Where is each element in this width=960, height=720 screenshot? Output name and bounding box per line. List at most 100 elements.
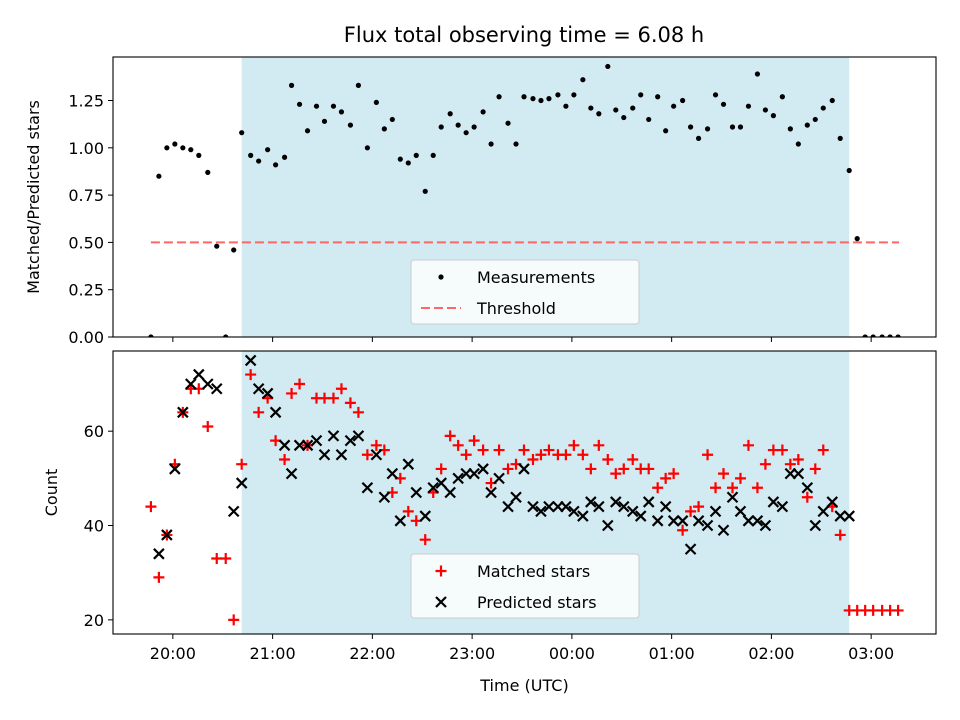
y-tick-label: 60 bbox=[84, 422, 104, 441]
measurement-point bbox=[521, 94, 527, 100]
predicted-point bbox=[543, 500, 555, 513]
predicted-point bbox=[759, 519, 772, 532]
predicted-point bbox=[378, 491, 391, 503]
y-tick-label: 1.25 bbox=[68, 92, 104, 111]
measurement-point bbox=[720, 101, 727, 107]
predicted-point bbox=[185, 378, 197, 390]
predicted-point bbox=[193, 368, 205, 381]
predicted-point bbox=[626, 505, 639, 518]
predicted-point bbox=[709, 505, 722, 518]
axes-frame bbox=[112, 350, 937, 635]
predicted-point bbox=[510, 491, 522, 503]
predicted-point bbox=[477, 463, 489, 475]
predicted-point bbox=[201, 378, 214, 390]
matched-point bbox=[344, 397, 356, 409]
predicted-point bbox=[177, 406, 189, 419]
measurement-point bbox=[288, 82, 295, 88]
measurement-point bbox=[638, 92, 644, 98]
matched-point bbox=[568, 439, 580, 451]
matched-point bbox=[627, 453, 639, 465]
matched-point bbox=[602, 453, 614, 465]
measurement-point bbox=[596, 111, 602, 117]
matched-point bbox=[236, 458, 248, 470]
matched-point bbox=[618, 463, 630, 475]
measurement-point bbox=[355, 82, 362, 88]
measurement-point bbox=[837, 135, 843, 141]
legend-box bbox=[410, 553, 640, 619]
measurement-point bbox=[795, 141, 801, 147]
matched-point bbox=[535, 449, 547, 461]
data-layer bbox=[148, 63, 901, 337]
measurement-point bbox=[762, 107, 769, 113]
predicted-point bbox=[502, 500, 514, 513]
measurement-point bbox=[854, 236, 860, 242]
predicted-point bbox=[261, 387, 274, 400]
matched-point bbox=[370, 439, 382, 451]
predicted-point bbox=[767, 496, 780, 508]
measurement-point bbox=[265, 147, 271, 153]
predicted-point bbox=[717, 524, 730, 537]
predicted-point bbox=[252, 382, 265, 395]
y-tick-label: 40 bbox=[84, 517, 104, 536]
chart-title: Flux total observing time = 6.08 h bbox=[344, 23, 704, 47]
matched-point bbox=[668, 468, 680, 480]
matched-point bbox=[560, 449, 572, 461]
matched-point bbox=[677, 524, 689, 536]
predicted-point bbox=[734, 505, 747, 518]
axes-frame bbox=[112, 56, 937, 338]
measurement-point bbox=[895, 334, 901, 337]
measurement-point bbox=[463, 130, 469, 136]
measurement-point bbox=[862, 334, 868, 337]
measurement-point bbox=[347, 122, 354, 128]
measurement-point bbox=[397, 156, 403, 162]
matched-point bbox=[742, 439, 754, 451]
matched-point bbox=[518, 444, 530, 456]
predicted-point bbox=[843, 510, 855, 522]
measurement-point bbox=[438, 124, 444, 130]
matched-point bbox=[543, 444, 555, 456]
predicted-point bbox=[278, 439, 291, 452]
matched-point bbox=[693, 501, 705, 513]
predicted-point bbox=[244, 354, 257, 367]
predicted-point bbox=[310, 434, 323, 447]
measurement-point bbox=[413, 152, 419, 158]
measurement-point bbox=[480, 109, 486, 115]
predicted-point bbox=[370, 448, 383, 461]
predicted-point bbox=[352, 430, 365, 442]
matched-point bbox=[493, 444, 505, 456]
matched-point bbox=[734, 472, 746, 484]
measurement-point bbox=[281, 154, 288, 160]
measurement-point bbox=[231, 247, 237, 253]
predicted-point bbox=[676, 515, 689, 527]
measurement-point bbox=[571, 92, 577, 98]
predicted-point bbox=[361, 482, 374, 494]
matched-point bbox=[784, 458, 796, 470]
matched-point bbox=[361, 449, 373, 461]
predicted-point bbox=[527, 500, 539, 513]
measurement-point bbox=[296, 101, 303, 107]
matched-point bbox=[834, 529, 846, 541]
measurement-point bbox=[471, 124, 477, 130]
measurement-point bbox=[829, 97, 835, 104]
measurement-point bbox=[712, 92, 719, 98]
predicted-point bbox=[634, 510, 647, 522]
y-tick-label: 0.00 bbox=[68, 328, 104, 347]
predicted-point bbox=[642, 496, 655, 508]
predicted-point bbox=[161, 529, 173, 541]
measurement-point bbox=[321, 118, 328, 124]
predicted-point bbox=[452, 472, 464, 485]
matched-point bbox=[718, 468, 730, 480]
measurement-point bbox=[563, 103, 569, 109]
measurement-point bbox=[695, 135, 702, 141]
y-axis-label: Count bbox=[42, 469, 61, 517]
x-tick-label: 20:00 bbox=[150, 644, 196, 663]
matched-point bbox=[817, 444, 829, 456]
measurement-point bbox=[381, 126, 387, 132]
measurement-point bbox=[687, 124, 694, 130]
predicted-point bbox=[568, 505, 580, 518]
predicted-point bbox=[235, 477, 248, 489]
measurement-point bbox=[239, 130, 245, 136]
matched-point bbox=[585, 463, 597, 475]
y-tick-label: 20 bbox=[84, 611, 104, 630]
measurement-point bbox=[655, 94, 661, 100]
